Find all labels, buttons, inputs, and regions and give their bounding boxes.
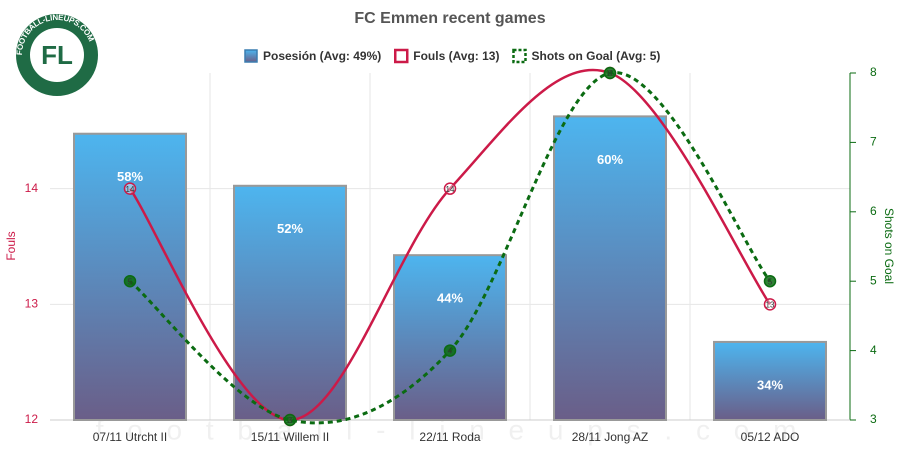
legend-swatch — [244, 49, 258, 63]
point-label: 14 — [126, 185, 135, 194]
bar — [553, 115, 667, 421]
point-label: 14 — [446, 185, 455, 194]
logo: FL FOOTBALL-LINEUPS.COM — [14, 12, 100, 98]
legend-swatch — [512, 48, 527, 64]
bar — [393, 254, 507, 421]
point-label: 13 — [766, 300, 775, 309]
bar-value-label: 44% — [437, 291, 463, 306]
point — [123, 182, 137, 195]
legend-label: Shots on Goal (Avg: 5) — [531, 49, 660, 63]
x-tick-label: 15/11 Willem II — [251, 430, 329, 444]
bar — [713, 340, 827, 421]
y2-tick-label: 4 — [870, 343, 877, 357]
point-label: 5 — [768, 277, 773, 286]
bar-value-label: 60% — [597, 152, 623, 167]
bar — [233, 184, 347, 421]
point-label: 4 — [448, 347, 453, 356]
legend-label: Posesión (Avg: 49%) — [263, 49, 381, 63]
point — [763, 274, 777, 288]
x-tick-label: 28/11 Jong AZ — [572, 430, 649, 444]
svg-text:FL: FL — [41, 40, 73, 70]
bar-value-label: 34% — [757, 377, 783, 392]
x-tick-label: 05/12 ADO — [741, 430, 800, 444]
point — [603, 66, 617, 80]
y2-tick-label: 7 — [870, 135, 877, 149]
legend: Posesión (Avg: 49%) Fouls (Avg: 13) Shots … — [244, 48, 660, 64]
x-tick-label: 22/11 Roda — [419, 430, 480, 444]
point — [443, 182, 457, 195]
chart-title: FC Emmen recent games — [354, 10, 545, 27]
y-tick-label: 14 — [25, 181, 39, 195]
legend-label: Fouls (Avg: 13) — [413, 49, 499, 63]
x-tick-label: 07/11 Utrcht II — [93, 430, 167, 444]
y2-tick-label: 3 — [870, 412, 877, 426]
point-label: 5 — [128, 277, 133, 286]
point — [763, 298, 777, 311]
y2-tick-label: 8 — [870, 65, 877, 79]
bar-value-label: 58% — [117, 169, 143, 184]
legend-swatch — [394, 48, 409, 64]
line — [129, 71, 772, 425]
line — [128, 68, 772, 422]
y2-tick-label: 5 — [870, 273, 877, 287]
point — [283, 413, 297, 427]
point — [443, 344, 457, 357]
point-label: 8 — [608, 69, 613, 78]
y-axis-title: Fouls — [4, 231, 18, 260]
y-tick-label: 12 — [25, 412, 39, 426]
y2-axis-title: Shots on Goal — [882, 208, 896, 284]
bar-value-label: 52% — [277, 221, 303, 236]
point-label: 3 — [288, 416, 293, 425]
point — [123, 274, 137, 288]
y-tick-label: 13 — [25, 297, 39, 311]
y2-tick-label: 6 — [870, 204, 877, 218]
